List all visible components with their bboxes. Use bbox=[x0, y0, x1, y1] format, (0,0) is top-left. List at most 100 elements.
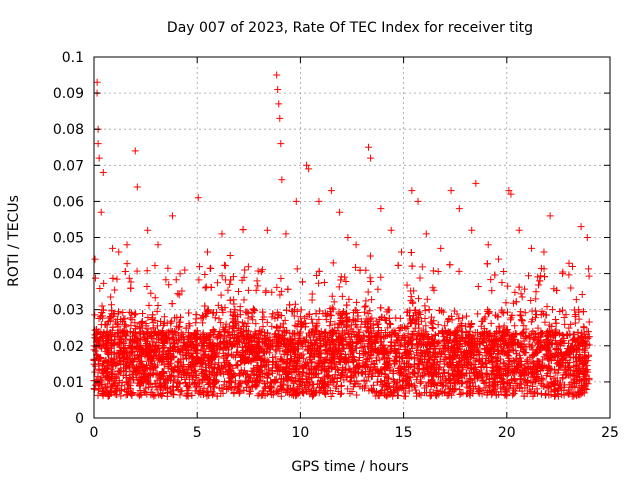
data-point bbox=[382, 316, 390, 324]
data-point bbox=[269, 358, 277, 366]
data-point bbox=[153, 377, 161, 385]
data-point bbox=[143, 267, 151, 275]
data-point bbox=[221, 327, 229, 335]
data-point bbox=[267, 378, 275, 386]
data-point bbox=[127, 284, 135, 292]
data-point bbox=[168, 365, 176, 373]
data-point bbox=[199, 376, 207, 384]
data-point bbox=[250, 334, 258, 342]
data-point bbox=[117, 367, 125, 375]
data-point bbox=[391, 330, 399, 338]
data-point bbox=[477, 322, 485, 330]
data-point bbox=[462, 312, 470, 320]
data-point bbox=[423, 359, 431, 367]
data-point bbox=[140, 388, 148, 396]
data-point bbox=[190, 367, 198, 375]
data-point bbox=[316, 342, 324, 350]
data-point bbox=[113, 275, 121, 283]
data-point bbox=[534, 348, 542, 356]
data-point bbox=[110, 350, 118, 358]
data-point bbox=[565, 339, 573, 347]
data-point bbox=[236, 379, 244, 387]
data-point bbox=[121, 385, 129, 393]
data-point bbox=[533, 367, 541, 375]
data-point bbox=[483, 363, 491, 371]
data-point bbox=[558, 354, 566, 362]
data-point bbox=[277, 381, 285, 389]
data-point bbox=[244, 330, 252, 338]
data-point bbox=[268, 313, 276, 321]
data-point bbox=[329, 259, 337, 267]
data-point bbox=[303, 312, 311, 320]
data-point bbox=[365, 368, 373, 376]
data-point bbox=[205, 379, 213, 387]
data-point bbox=[467, 322, 475, 330]
data-point bbox=[188, 391, 196, 399]
data-point bbox=[538, 307, 546, 315]
data-point bbox=[381, 378, 389, 386]
data-point bbox=[397, 353, 405, 361]
data-point bbox=[434, 321, 442, 329]
data-point bbox=[564, 390, 572, 398]
data-point bbox=[314, 362, 322, 370]
data-point bbox=[91, 368, 99, 376]
data-point bbox=[400, 366, 408, 374]
data-point bbox=[211, 314, 219, 322]
data-point bbox=[110, 333, 118, 341]
data-point bbox=[539, 330, 547, 338]
data-point bbox=[244, 286, 252, 294]
data-point bbox=[475, 389, 483, 397]
data-point bbox=[385, 374, 393, 382]
data-point bbox=[377, 338, 385, 346]
data-point bbox=[385, 306, 393, 314]
data-point bbox=[274, 389, 282, 397]
data-point bbox=[127, 278, 135, 286]
data-point bbox=[259, 391, 267, 399]
data-point bbox=[149, 311, 157, 319]
data-point bbox=[119, 353, 127, 361]
data-point bbox=[308, 365, 316, 373]
data-point bbox=[221, 352, 229, 360]
data-point bbox=[226, 296, 234, 304]
data-point bbox=[169, 382, 177, 390]
data-point bbox=[450, 375, 458, 383]
data-point bbox=[159, 369, 167, 377]
data-point bbox=[521, 370, 529, 378]
data-point bbox=[517, 354, 525, 362]
data-point bbox=[402, 349, 410, 357]
data-point bbox=[585, 318, 593, 326]
data-point bbox=[395, 376, 403, 384]
data-point bbox=[230, 335, 238, 343]
data-point bbox=[551, 337, 559, 345]
data-point bbox=[109, 381, 117, 389]
data-point bbox=[168, 300, 176, 308]
data-point bbox=[240, 296, 248, 304]
data-point bbox=[215, 384, 223, 392]
data-point bbox=[352, 263, 360, 271]
data-point bbox=[488, 287, 496, 295]
data-point bbox=[292, 358, 300, 366]
data-point bbox=[417, 391, 425, 399]
data-point bbox=[323, 310, 331, 318]
data-point bbox=[353, 298, 361, 306]
data-point bbox=[221, 262, 229, 270]
data-point bbox=[96, 284, 104, 292]
data-point bbox=[268, 322, 276, 330]
data-point bbox=[338, 389, 346, 397]
data-point bbox=[474, 283, 482, 291]
data-point bbox=[445, 391, 453, 399]
data-point bbox=[185, 363, 193, 371]
data-point bbox=[146, 380, 154, 388]
data-point bbox=[102, 332, 110, 340]
data-point bbox=[517, 343, 525, 351]
data-point bbox=[133, 267, 141, 275]
data-point bbox=[271, 376, 279, 384]
data-point bbox=[452, 328, 460, 336]
data-point bbox=[318, 367, 326, 375]
data-point bbox=[521, 309, 529, 317]
data-point bbox=[400, 332, 408, 340]
data-point bbox=[96, 385, 104, 393]
data-point bbox=[386, 347, 394, 355]
data-point bbox=[290, 363, 298, 371]
data-point bbox=[254, 267, 262, 275]
